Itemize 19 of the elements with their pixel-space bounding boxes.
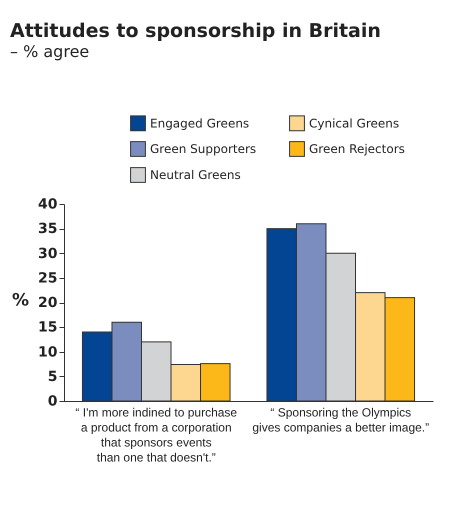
legend-label: Green Supporters bbox=[150, 142, 256, 156]
chart-subtitle: – % agree bbox=[10, 42, 90, 61]
chart-title: Attitudes to sponsorship in Britain bbox=[10, 20, 381, 42]
x-tick-label: “ Sponsoring the Olympics gives companies a better image.” bbox=[252, 406, 430, 434]
y-tick-label: 0 bbox=[48, 394, 58, 410]
y-axis-title: % bbox=[12, 290, 30, 310]
y-tick-label: 30 bbox=[38, 246, 58, 262]
y-tick-label: 20 bbox=[38, 295, 58, 311]
y-tick-label: 35 bbox=[38, 221, 58, 238]
y-tick-label: 40 bbox=[38, 196, 58, 212]
y-tick-label: 25 bbox=[38, 270, 58, 286]
x-tick-label: “ I'm more indined to purchase a product from a corporation that sponsors events than one that doesn't.” bbox=[75, 406, 238, 464]
y-tick-label: 5 bbox=[48, 368, 58, 385]
y-tick-label: 15 bbox=[38, 320, 58, 336]
legend-label: Engaged Greens bbox=[150, 116, 250, 130]
legend-label: Neutral Greens bbox=[150, 168, 241, 182]
legend-label: Green Rejectors bbox=[309, 142, 405, 156]
y-tick-label: 10 bbox=[38, 344, 58, 360]
legend-label: Cynical Greens bbox=[309, 116, 400, 130]
